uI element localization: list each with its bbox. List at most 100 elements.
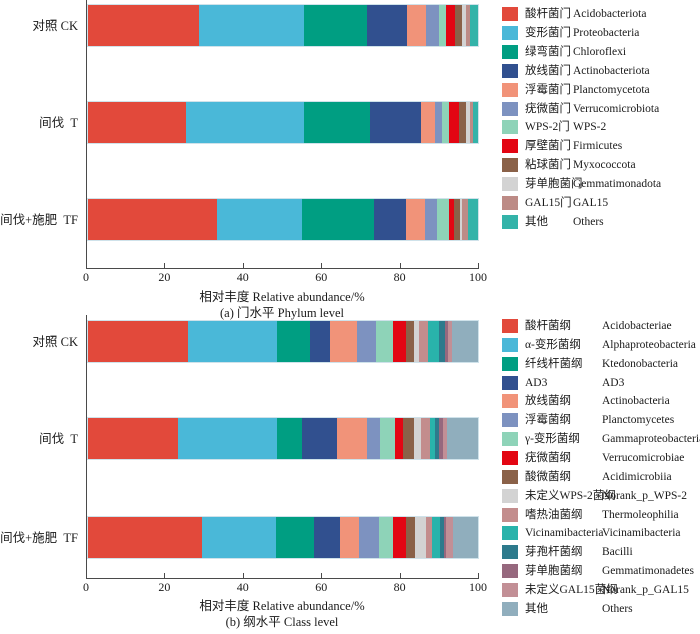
legend-label-cn: α-变形菌纲 xyxy=(525,338,581,351)
legend-item: 嗜热油菌纲 Thermoleophilia xyxy=(502,506,700,525)
x-tick-label: 40 xyxy=(236,270,249,284)
x-tick-label: 40 xyxy=(236,580,249,594)
legend-label-cn: 未定义GAL15菌纲 xyxy=(525,583,618,596)
class-level-chart: 相对丰度 Relative abundance/% (b) 纲水平 Class … xyxy=(0,315,700,634)
bar-segment-WPS-2 xyxy=(436,199,450,240)
legend-color-swatch xyxy=(502,601,518,616)
legend-label-en: Others xyxy=(602,602,633,615)
legend-label-en: Acidimicrobiia xyxy=(602,470,672,483)
legend-color-swatch xyxy=(502,356,518,371)
category-label: 对照 CK xyxy=(32,18,79,33)
legend-label-cn: 芽孢杆菌纲 xyxy=(525,546,583,559)
legend-label-cn: WPS-2门 xyxy=(525,121,570,134)
legend-label-cn: 放线菌纲 xyxy=(525,395,571,408)
legend-label-cn: Vicinamibacteria xyxy=(525,527,604,540)
legend-color-swatch xyxy=(502,101,518,116)
panel-caption: (b) 纲水平 Class level xyxy=(225,615,339,629)
bar-segment-Norank_p_GAL15 xyxy=(448,321,453,362)
x-tick-label: 0 xyxy=(83,270,89,284)
x-tick xyxy=(164,573,166,579)
bar-segment-Vicinamibacteria xyxy=(428,321,439,362)
legend-label-en: Bacilli xyxy=(602,546,633,559)
legend-label-cn: 粘球菌门 xyxy=(525,159,571,172)
bar-segment-GAL15 xyxy=(469,102,474,143)
phylum-level-chart: 相对丰度 Relative abundance/% (a) 门水平 Phylum… xyxy=(0,0,700,320)
legend-label-cn: AD3 xyxy=(525,376,548,389)
plot-area xyxy=(86,315,479,579)
x-tick-label: 100 xyxy=(469,270,487,284)
legend-color-swatch xyxy=(502,177,518,192)
bar-segment-Others xyxy=(473,102,479,143)
legend-item: Vicinamibacteria Vicinamibacteria xyxy=(502,524,700,543)
legend-label-cn: 未定义WPS-2菌纲 xyxy=(525,489,616,502)
legend-label-cn: 其他 xyxy=(525,602,548,615)
x-tick-label: 20 xyxy=(158,580,171,594)
legend-label-en: Myxococcota xyxy=(573,159,636,172)
legend-label-en: Actinobacteriota xyxy=(573,64,650,77)
legend-item: 放线菌纲 Actinobacteria xyxy=(502,392,700,411)
bar-segment-Acidobacteriae xyxy=(88,517,203,558)
bar-segment-Bacilli xyxy=(439,517,444,558)
bar-segment-Others xyxy=(469,5,478,46)
legend-item: 疣微菌纲 Verrucomicrobiae xyxy=(502,449,700,468)
legend-label-en: Planctomycetota xyxy=(573,83,650,96)
legend-item: 其他 Others xyxy=(502,600,700,619)
legend-label-cn: 酸杆菌门 xyxy=(525,8,571,20)
legend-label-cn: 疣微菌纲 xyxy=(525,451,571,464)
category-label: 间伐+施肥 TF xyxy=(0,530,78,545)
bar-segment-Norank_p_WPS-2 xyxy=(413,321,419,362)
bar-segment-Myxococcota xyxy=(453,199,460,240)
x-tick xyxy=(399,573,401,579)
bar-segment-Bacilli xyxy=(435,418,440,459)
bar-segment-Gemmatimonadota xyxy=(461,5,466,46)
legend-item: 芽单胞菌门 Gemmatimonadota xyxy=(502,175,700,194)
legend-label-cn: 酸杆菌纲 xyxy=(525,320,571,332)
legend-color-swatch xyxy=(502,82,518,97)
legend-label-en: Gemmatimonadetes xyxy=(602,565,694,578)
legend-label-cn: 纤线杆菌纲 xyxy=(525,357,583,370)
bar-segment-Acidobacteriota xyxy=(88,102,186,143)
x-axis-title: 相对丰度 Relative abundance/% xyxy=(199,599,365,613)
legend-label-cn: 芽单胞菌纲 xyxy=(525,565,583,578)
legend-item: 芽单胞菌纲 Gemmatimonadetes xyxy=(502,562,700,581)
bar-segment-Verrucomicrobiae xyxy=(394,418,403,459)
x-axis-title: 相对丰度 Relative abundance/% xyxy=(199,290,365,304)
bar-segment-Gammaproteobacteria xyxy=(376,321,394,362)
x-tick xyxy=(86,573,87,579)
legend-label-cn: 其他 xyxy=(525,215,548,228)
bar-segment-GAL15 xyxy=(465,5,470,46)
stacked-bar xyxy=(87,417,479,460)
legend-color-swatch xyxy=(502,63,518,78)
legend-item: 未定义GAL15菌纲 Norank_p_GAL15 xyxy=(502,581,700,600)
bar-segment-Norank_p_GAL15 xyxy=(446,517,453,558)
bar-segment-Gemmatimonadota xyxy=(465,102,470,143)
bar-segment-Proteobacteria xyxy=(185,102,305,143)
bar-segment-Alphaproteobacteria xyxy=(202,517,277,558)
legend-color-swatch xyxy=(502,469,518,484)
category-label: 间伐+施肥 TF xyxy=(0,212,78,227)
x-tick-label: 0 xyxy=(83,580,89,594)
legend-color-swatch xyxy=(502,44,518,59)
legend-label-en: Vicinamibacteria xyxy=(602,527,681,540)
bar-segment-Gammaproteobacteria xyxy=(380,418,395,459)
legend-item: 粘球菌门 Myxococcota xyxy=(502,156,700,175)
x-tick-label: 60 xyxy=(315,270,328,284)
legend-label-en: Thermoleophilia xyxy=(602,508,679,521)
bar-segment-Acidimicrobiia xyxy=(402,418,414,459)
bar-segment-WPS-2 xyxy=(438,5,446,46)
bar-segment-Ktedonobacteria xyxy=(277,418,303,459)
category-label: 间伐 T xyxy=(39,431,78,446)
bar-segment-Myxococcota xyxy=(458,102,466,143)
legend-label-en: GAL15 xyxy=(573,197,609,209)
legend-color-swatch xyxy=(502,564,518,579)
bar-segment-Acidobacteriae xyxy=(88,321,188,362)
legend-color-swatch xyxy=(502,450,518,465)
legend-label-en: Gemmatimonadota xyxy=(573,178,662,191)
stacked-bar xyxy=(87,198,479,241)
bar-segment-Others xyxy=(446,418,478,459)
bar-segment-Actinobacteriota xyxy=(366,5,407,46)
legend-item: 其他 Others xyxy=(502,213,700,232)
bar-segment-Acidimicrobiia xyxy=(405,321,414,362)
panel-caption: (a) 门水平 Phylum level xyxy=(220,306,344,320)
bar-segment-Actinobacteria xyxy=(336,418,367,459)
